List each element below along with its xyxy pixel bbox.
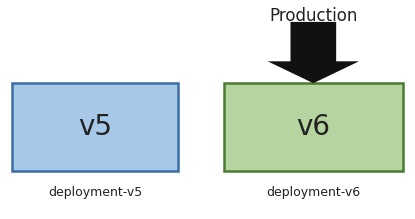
Text: v5: v5 [78,113,112,141]
FancyBboxPatch shape [224,83,403,171]
Text: deployment-v6: deployment-v6 [266,186,360,199]
FancyBboxPatch shape [12,83,178,171]
Text: v6: v6 [296,113,330,141]
Text: Production: Production [269,7,357,25]
Text: deployment-v5: deployment-v5 [48,186,143,199]
Polygon shape [268,22,359,83]
